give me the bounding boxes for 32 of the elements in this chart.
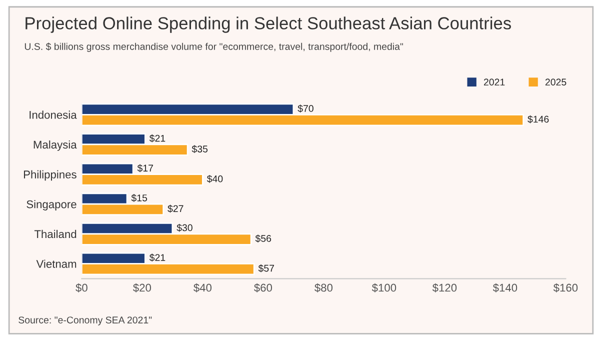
text: $35 [192,145,208,154]
text: $21 [149,254,166,262]
text: $17 [137,164,153,172]
text: $146 [528,115,549,124]
text: $15 [131,194,148,202]
x-tick-label: $60 [254,283,272,292]
source-note: Source: "e-Conomy SEA 2021" [18,316,152,326]
y-tick-label: Malaysia [34,140,77,151]
y-tick-label: Indonesia [30,110,77,119]
x-tick-label: $0 [76,283,88,292]
legend-label: 2025 [545,78,566,86]
x-tick-label: $120 [432,283,457,292]
text: $21 [149,134,166,142]
chart-subtitle: U.S. $ billions gross merchandise volume for "ecommerce, travel, transport/food, media" [24,42,403,52]
chart-title: Projected Online Spending in Select Southeast Asian Countries [26,16,511,33]
text: $27 [168,204,184,213]
x-tick-label: $160 [553,283,578,292]
y-tick-label: Philippines [24,170,76,181]
y-tick-label: Thailand [34,230,76,238]
x-tick-label: $140 [492,283,518,292]
text: $57 [258,264,274,272]
y-tick-label: Vietnam [36,260,76,268]
text: $40 [206,174,223,183]
x-tick-label: $100 [372,283,396,292]
legend-label: 2021 [484,78,505,86]
x-tick-label: $20 [133,283,152,292]
y-tick-label: Singapore [26,200,76,210]
text: $56 [255,234,272,242]
x-tick-label: $40 [194,283,212,292]
text: $70 [298,104,314,112]
x-tick-label: $80 [314,283,333,292]
text: $30 [176,224,192,232]
